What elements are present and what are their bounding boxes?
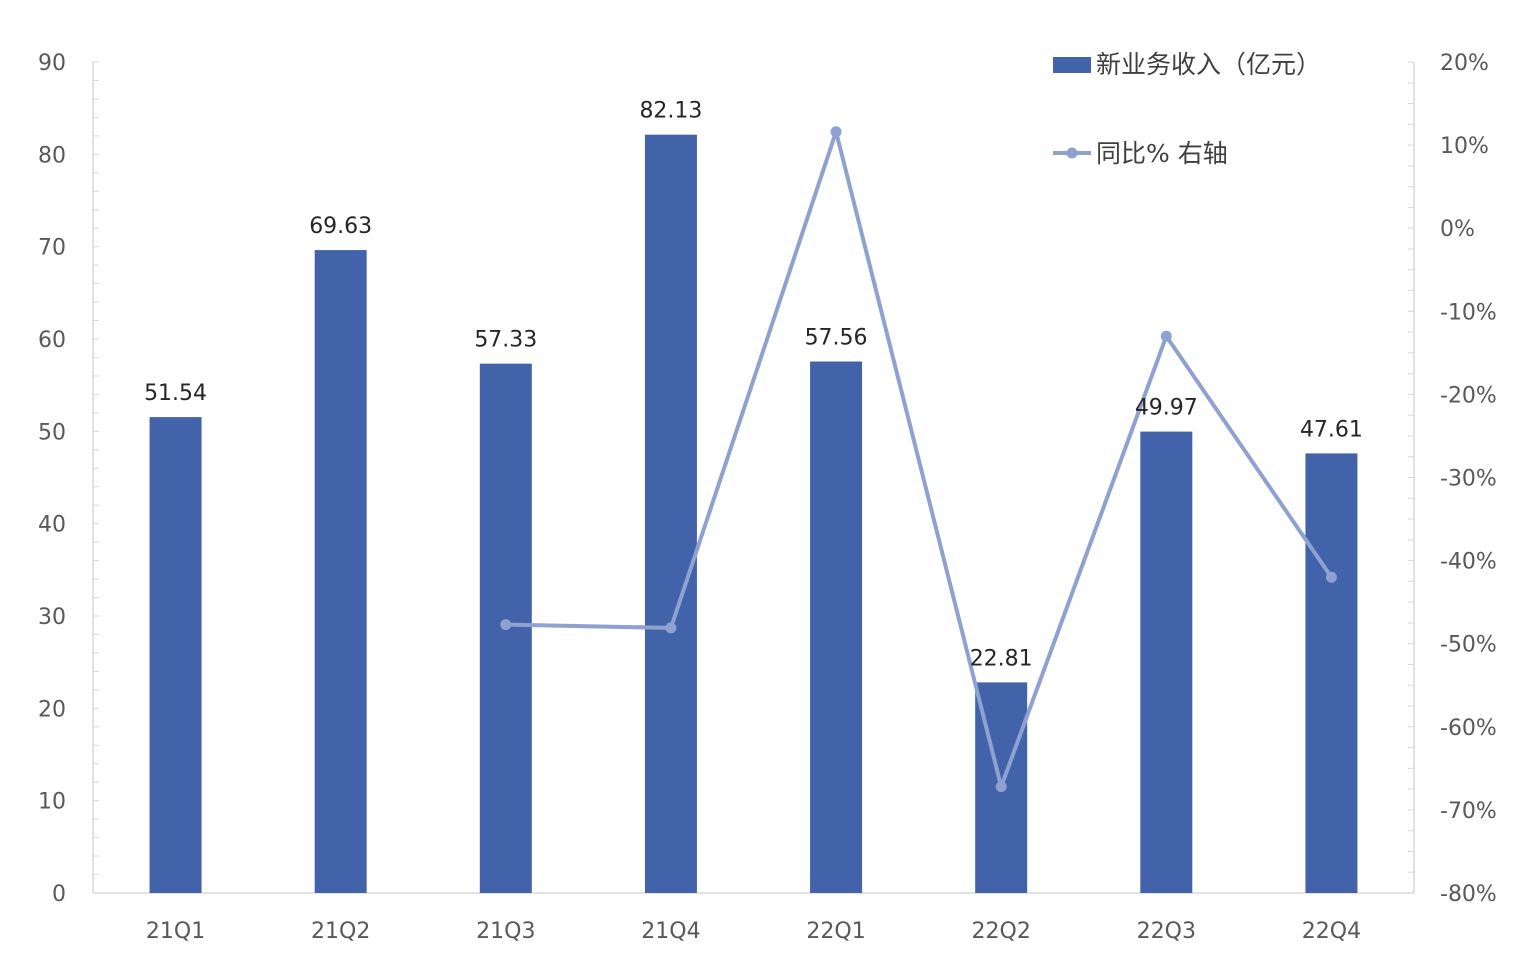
y-right-tick-label: 0%	[1440, 217, 1475, 242]
bar	[1140, 431, 1193, 893]
bar-data-label: 51.54	[144, 381, 207, 406]
bar-series	[149, 134, 1358, 894]
y-left-tick-label: 20	[38, 697, 66, 722]
bar-data-label: 47.61	[1300, 417, 1363, 442]
bar	[149, 417, 202, 893]
y-left-tick-label: 30	[38, 605, 66, 630]
y-right-tick-label: -70%	[1440, 799, 1497, 824]
y-right-tick-label: -50%	[1440, 633, 1497, 658]
bar-data-label: 49.97	[1135, 396, 1198, 421]
legend-bar-swatch	[1053, 57, 1091, 73]
y-left-tick-label: 80	[38, 143, 66, 168]
y-right-tick-label: -10%	[1440, 300, 1497, 325]
legend-line-marker	[1066, 147, 1078, 159]
y-left-tick-label: 90	[38, 51, 66, 76]
x-tick-label: 21Q4	[641, 919, 700, 944]
bar	[810, 361, 863, 894]
y-left-tick-label: 60	[38, 328, 66, 353]
y-right-tick-label: -80%	[1440, 882, 1497, 907]
line-point	[1325, 571, 1337, 583]
x-tick-label: 22Q4	[1302, 919, 1361, 944]
legend: 新业务收入（亿元） 同比% 右轴	[1053, 50, 1321, 168]
y-right-tick-label: -20%	[1440, 383, 1497, 408]
bar	[1305, 453, 1358, 893]
line-point	[665, 622, 677, 634]
bar-data-label: 22.81	[970, 646, 1033, 671]
line-series	[500, 126, 1337, 793]
y-right-tick-label: -30%	[1440, 467, 1497, 492]
y-right-tick-label: -40%	[1440, 550, 1497, 575]
y-right-tick-label: -60%	[1440, 716, 1497, 741]
y-right-tick-label: 20%	[1440, 51, 1489, 76]
data-labels: 51.54 69.63 57.33 82.13 57.56 22.81 49.97 47.61	[144, 99, 1363, 672]
bar-data-label: 82.13	[639, 99, 702, 124]
y-right-tick-label: 10%	[1440, 134, 1489, 159]
bar-data-label: 57.56	[805, 326, 868, 351]
legend-bar-label: 新业务收入（亿元）	[1096, 50, 1321, 79]
y-left-tick-label: 0	[52, 882, 66, 907]
x-tick-label: 21Q3	[476, 919, 535, 944]
line-point	[995, 781, 1007, 793]
y-left-tick-label: 40	[38, 513, 66, 538]
x-tick-label: 21Q2	[311, 919, 370, 944]
yoy-line	[505, 129, 1334, 789]
axes: 0 10 20 30 40 50 60 70 80 90 -80% -70% -60% -50% -40% -…	[38, 51, 1497, 944]
x-tick-label: 22Q2	[972, 919, 1031, 944]
line-point	[830, 126, 842, 138]
y-left-tick-label: 50	[38, 420, 66, 445]
bar-data-label: 57.33	[474, 328, 537, 353]
x-tick-label: 22Q1	[806, 919, 865, 944]
bar-data-label: 69.63	[309, 214, 372, 239]
bar	[644, 134, 697, 894]
x-tick-label: 22Q3	[1137, 919, 1196, 944]
line-point	[500, 619, 512, 631]
bar	[314, 250, 367, 893]
x-tick-label: 21Q1	[146, 919, 205, 944]
legend-line-label: 同比% 右轴	[1096, 139, 1228, 168]
y-left-tick-label: 70	[38, 236, 66, 261]
line-point	[1160, 330, 1172, 342]
y-left-tick-label: 10	[38, 790, 66, 815]
